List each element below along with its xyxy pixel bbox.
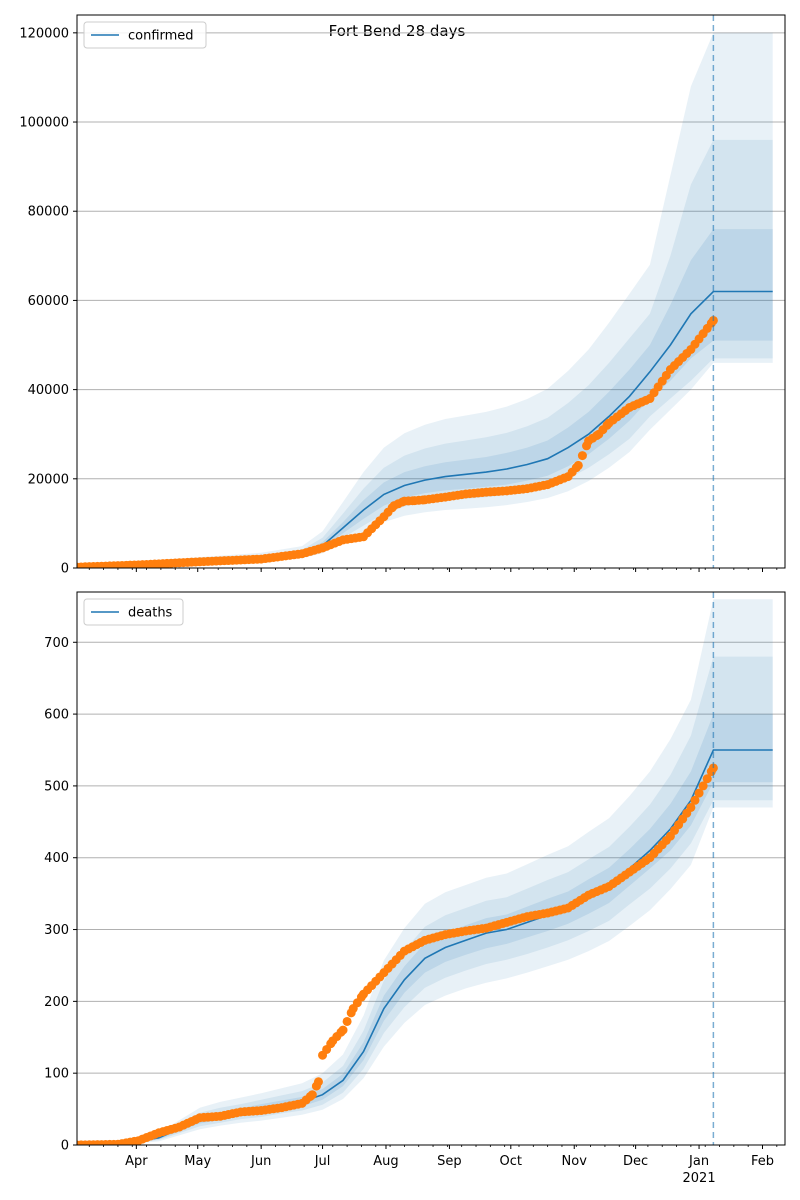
y-tick-label: 200 [44,995,69,1010]
observed-point [338,1025,348,1035]
axes-frame [76,14,786,569]
observed-point [698,781,708,791]
y-tick-label: 600 [44,708,69,723]
uncertainty-band-mid [77,139,773,567]
observed-point [694,788,704,798]
observed-point [342,1016,352,1026]
y-tick-label: 80000 [28,205,69,220]
observed-point [307,1090,317,1100]
deaths-panel: 0 100 200 300 400 500 600 700 Apr May Jun Jul Aug Sep… [44,591,786,1186]
x-tick-label: Jul [314,1154,331,1169]
axes-frame [76,591,786,1146]
y-tick-label: 0 [61,562,69,577]
legend-box [83,598,184,626]
y-tick-label: 100 [44,1067,69,1082]
observed-point [313,1077,323,1087]
uncertainty-band-mid [77,656,773,1145]
legend: confirmed [83,21,207,49]
observed-point [702,774,712,784]
y-tick-label: 0 [61,1139,69,1154]
legend-box [83,21,207,49]
figure-title: Fort Bend 28 days [329,22,466,40]
x-tick-label: May [184,1154,211,1169]
observed-point [573,460,583,470]
y-tick-label: 20000 [28,472,69,487]
y-tick-label: 300 [44,923,69,938]
plot-area [77,32,773,568]
y-tick-label: 60000 [28,294,69,309]
x-tick-label: Nov [562,1154,588,1169]
x-tick-label: Feb [751,1154,774,1169]
x-tick-label: Aug [373,1154,398,1169]
uncertainty-band-inner [77,714,773,1145]
y-tick-label: 400 [44,851,69,866]
x-tick-label: Jan [688,1154,709,1169]
x-tick-label: Jun [250,1154,271,1169]
x-tick-label: Sep [437,1154,462,1169]
y-tick-label: 500 [44,779,69,794]
observed-point [686,802,696,812]
plot-area [77,599,773,1145]
confirmed-panel: 0 20000 40000 60000 80000 100000 120000 confirm… [19,14,786,577]
y-tick-label: 700 [44,636,69,651]
x-year-label: 2021 [683,1171,716,1186]
y-tick-label: 100000 [19,116,69,131]
x-tick-label: Apr [125,1154,148,1169]
uncertainty-band-inner [77,229,773,567]
y-tick-label: 120000 [19,26,69,41]
y-tick-label: 40000 [28,383,69,398]
observed-point [577,451,587,461]
legend-label: deaths [128,606,173,621]
observed-point [690,795,700,805]
legend: deaths [83,598,184,626]
legend-label: confirmed [128,29,194,44]
x-tick-label: Oct [500,1154,522,1169]
x-tick-label: Dec [623,1154,648,1169]
